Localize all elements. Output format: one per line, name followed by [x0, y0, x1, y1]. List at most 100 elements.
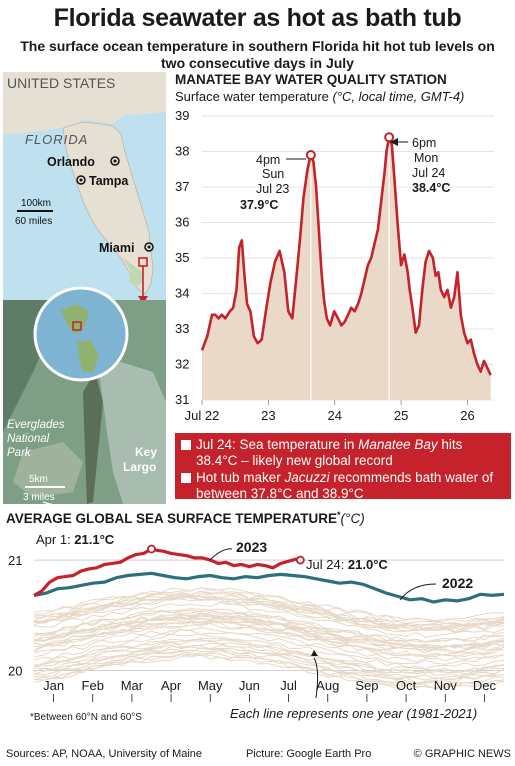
inset-scale-km: 5km: [29, 474, 48, 485]
state-label: FLORIDA: [25, 132, 88, 147]
historical-year-line: [33, 644, 505, 681]
tampa-label: Tampa: [89, 174, 129, 188]
ann2-arrow: [390, 138, 398, 146]
map-graphic: UNITED STATES FLORIDA Orlando Tampa 100k…: [3, 72, 166, 504]
caption: Each line represents one year (1981-2021…: [230, 706, 477, 721]
month-label: Nov: [434, 678, 458, 693]
bay-water: [99, 362, 166, 504]
y-tick-label: 35: [175, 250, 189, 265]
apr-annotation: Apr 1: 21.1°C: [36, 532, 115, 547]
pointer-line: [42, 501, 54, 504]
apr-1-point: [147, 544, 156, 554]
peak-annotation-jul24: 6pm Mon Jul 24 38.4°C: [390, 136, 450, 195]
highlighted-series: [33, 544, 505, 604]
globe-land-north: [61, 304, 89, 334]
y-tick-label: 37: [175, 179, 189, 194]
label-2023-leader: [209, 548, 233, 561]
y-tick-label: 31: [175, 392, 189, 407]
top-chart-y-ticks: 31 32 33 34 35 36 37 38 39: [175, 108, 189, 407]
month-ticks: Jan Feb Mar Apr May Jun Jul Aug Sep Oct Nov Dec: [43, 678, 496, 702]
y-tick-label: 32: [175, 357, 189, 372]
historical-year-line: [33, 611, 505, 648]
x-tick-label: 25: [394, 408, 408, 423]
series-2022-line: [33, 571, 505, 604]
us-landmass: [3, 72, 166, 134]
historical-lines-1981-2021: [33, 587, 505, 690]
ann2-day: Mon: [414, 151, 438, 165]
historical-year-line: [33, 638, 505, 674]
miami-dot: [147, 245, 151, 249]
jul-24-point: [295, 555, 305, 565]
x-tick-label: 26: [460, 408, 474, 423]
bullet-square: [181, 440, 191, 450]
x-tick-label: 24: [327, 408, 341, 423]
y-tick-label: 33: [175, 321, 189, 336]
y-tick-label: 38: [175, 144, 189, 159]
peak-point: [384, 132, 395, 143]
map-scale-bar: [17, 210, 53, 212]
scale-km: 100km: [21, 198, 51, 209]
historical-year-line: [33, 591, 505, 628]
peak-lines: [310, 137, 390, 400]
month-label: Dec: [473, 678, 497, 693]
ann1-time: 4pm: [256, 153, 280, 167]
y-tick-label: 21: [8, 553, 22, 568]
miami-marker: [144, 242, 154, 252]
florida-map: UNITED STATES FLORIDA Orlando Tampa 100k…: [3, 72, 166, 504]
notes-box: Jul 24: Sea temperature in Manatee Bay h…: [175, 433, 511, 501]
bottom-y-ticks: 2021: [8, 553, 22, 678]
label-2023: 2023: [236, 539, 267, 555]
y-tick-label: 36: [175, 215, 189, 230]
historical-year-line: [33, 617, 505, 654]
label-2022: 2022: [442, 575, 473, 591]
orlando-dot: [113, 159, 117, 163]
top-chart-x-ticks: Jul 22 23 24 25 26: [185, 400, 475, 423]
y-tick-label: 20: [8, 663, 22, 678]
y-tick-label: 34: [175, 286, 189, 301]
key-largo-island: [83, 372, 103, 504]
peak-markers: [305, 132, 395, 161]
orlando-marker: [110, 156, 120, 166]
historical-year-line: [33, 615, 505, 650]
bottom-chart-title: AVERAGE GLOBAL SEA SURFACE TEMPERATURE*(…: [6, 510, 365, 526]
month-label: Apr: [161, 678, 182, 693]
historical-year-line: [33, 622, 505, 659]
top-chart-title: MANATEE BAY WATER QUALITY STATION: [175, 72, 447, 87]
peak-point: [305, 150, 316, 161]
country-label: UNITED STATES: [7, 75, 115, 91]
bottom-annotations: Apr 1: 21.1°C 2023 Jul 24: 21.0°C 2022 *…: [30, 532, 477, 723]
historical-year-line: [33, 633, 505, 669]
footnote: *Between 60°N and 60°S: [30, 712, 142, 723]
historical-year-line: [33, 602, 505, 638]
historical-year-line: [33, 587, 505, 622]
ann2-date: Jul 24: [412, 166, 445, 180]
historical-year-line: [33, 644, 505, 680]
globe-inset: [33, 286, 129, 382]
month-label: Oct: [396, 678, 417, 693]
everglades-area: [123, 258, 145, 286]
top-chart-subtitle: Surface water temperature (°C, local tim…: [175, 89, 464, 104]
historical-year-line: [33, 608, 505, 643]
month-label: Mar: [121, 678, 144, 693]
caption-leader: [313, 657, 319, 699]
historical-year-line: [33, 639, 505, 677]
historical-year-line: [33, 629, 505, 665]
picture-credit: Picture: Google Earth Pro: [246, 748, 372, 760]
page-title: Florida seawater as hot as bath tub: [53, 4, 462, 32]
park-label: Everglades National Park: [7, 419, 65, 459]
temperature-line: [200, 136, 492, 376]
ann2-time: 6pm: [412, 136, 436, 150]
x-tick-label: Jul 22: [185, 408, 220, 423]
historical-year-line: [33, 654, 505, 689]
scale-miles: 60 miles: [15, 216, 52, 227]
manatee-bay-chart: MANATEE BAY WATER QUALITY STATION Surfac…: [175, 72, 494, 423]
miami-label: Miami: [99, 241, 134, 255]
month-label: Sep: [355, 678, 378, 693]
ann1-day: Sun: [262, 167, 284, 181]
globe-locator: [72, 321, 82, 331]
key-largo-label: Key Largo: [123, 445, 157, 474]
month-label: Jul: [280, 678, 297, 693]
footer: Sources: AP, NOAA, University of Maine P…: [6, 746, 511, 764]
note-2-text: Hot tub maker Jacuzzi recommends bath wa…: [196, 470, 494, 501]
month-label: Jan: [43, 678, 64, 693]
